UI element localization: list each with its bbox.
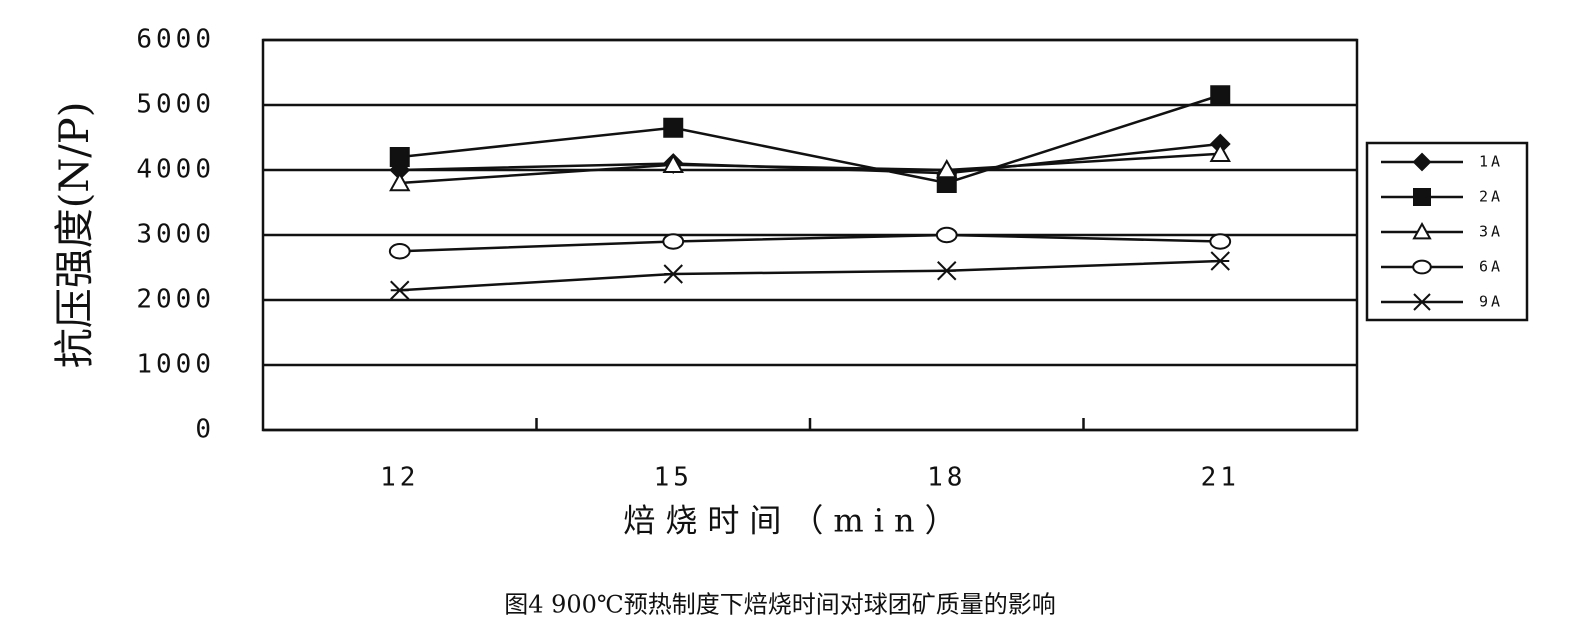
legend-label: 1A — [1479, 153, 1503, 171]
y-axis-label: 抗压强度(N/P) — [52, 102, 98, 369]
y-tick-label: 3000 — [136, 220, 215, 250]
marker — [1210, 85, 1231, 106]
x-tick-label: 12 — [380, 463, 419, 493]
marker — [389, 171, 411, 192]
y-tick-label: 4000 — [136, 155, 215, 185]
marker — [663, 264, 683, 284]
marker — [1209, 142, 1231, 162]
y-tick-label: 5000 — [136, 90, 215, 120]
legend-label: 6A — [1479, 258, 1503, 276]
series-line — [399, 259, 1221, 292]
x-tick-label: 21 — [1201, 463, 1240, 493]
marker — [1413, 293, 1431, 311]
legend-label: 3A — [1479, 223, 1503, 241]
marker — [388, 243, 411, 260]
y-tick-label: 1000 — [136, 350, 215, 380]
y-tick-label: 0 — [195, 415, 215, 445]
series-line — [399, 152, 1221, 185]
marker — [935, 226, 958, 244]
marker — [1209, 233, 1232, 250]
x-axis-label: 焙烧时间（min） — [623, 502, 966, 540]
marker — [1412, 259, 1432, 275]
y-tick-label: 6000 — [136, 25, 215, 55]
legend-label: 2A — [1479, 188, 1503, 206]
marker — [390, 280, 410, 300]
series-line — [399, 233, 1221, 253]
marker — [1210, 251, 1230, 271]
marker — [662, 233, 685, 250]
marker — [663, 117, 684, 138]
series-line — [399, 94, 1221, 185]
marker — [1412, 152, 1432, 172]
y-tick-label: 2000 — [136, 285, 215, 315]
marker — [936, 158, 958, 179]
legend-label: 9A — [1479, 293, 1503, 311]
marker — [1413, 188, 1431, 206]
marker — [937, 261, 957, 281]
marker — [662, 153, 684, 173]
x-tick-label: 18 — [927, 463, 966, 493]
marker — [389, 147, 410, 167]
marker — [1412, 221, 1432, 240]
x-tick-label: 15 — [654, 463, 693, 493]
caption: 图4 900℃预热制度下焙烧时间对球团矿质量的影响 — [504, 591, 1056, 619]
